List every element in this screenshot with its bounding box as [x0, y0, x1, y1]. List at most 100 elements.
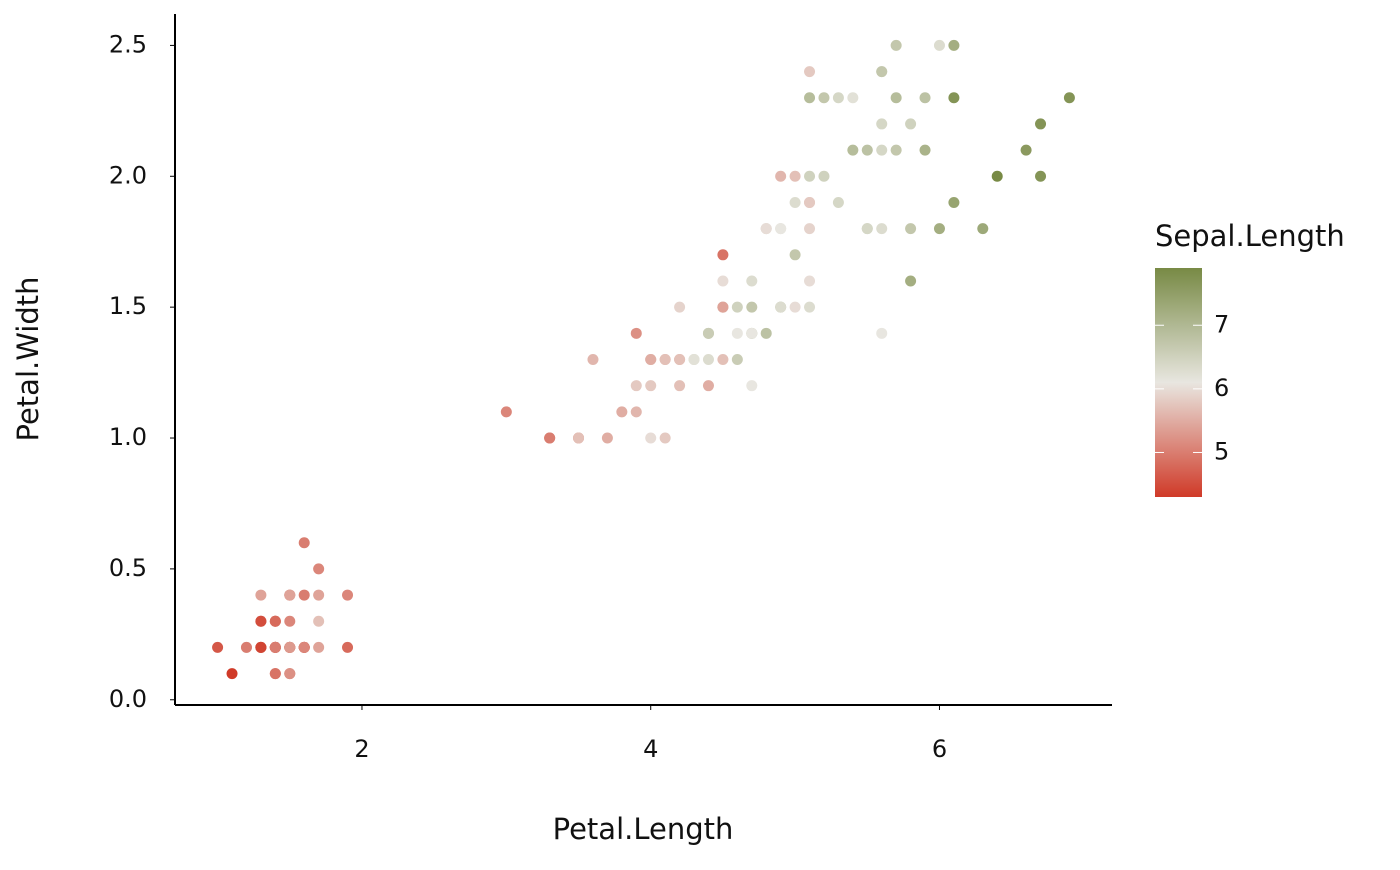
point: [717, 301, 729, 313]
point: [760, 327, 772, 339]
point: [659, 432, 671, 444]
point: [890, 144, 902, 156]
point: [269, 668, 281, 680]
colorbar-title: Sepal.Length: [1155, 219, 1345, 253]
point: [298, 537, 310, 549]
point: [313, 641, 325, 653]
point: [544, 432, 556, 444]
point: [630, 406, 642, 418]
point: [804, 92, 816, 104]
point: [284, 615, 296, 627]
point: [601, 432, 613, 444]
point: [269, 641, 281, 653]
x-axis-title: Petal.Length: [553, 812, 734, 846]
x-tick-label: 6: [932, 735, 947, 763]
y-tick-label: 0.5: [109, 554, 147, 582]
point: [313, 563, 325, 575]
point: [746, 327, 758, 339]
point: [905, 118, 917, 130]
point: [702, 327, 714, 339]
colorbar-tick-label: 7: [1214, 310, 1229, 338]
point: [702, 380, 714, 392]
point: [876, 144, 888, 156]
point: [804, 223, 816, 235]
point: [876, 327, 888, 339]
y-tick-label: 0.0: [109, 685, 147, 713]
point: [313, 589, 325, 601]
point: [616, 406, 628, 418]
point: [313, 615, 325, 627]
point: [933, 223, 945, 235]
point: [731, 301, 743, 313]
point: [342, 589, 354, 601]
point: [284, 589, 296, 601]
point: [298, 589, 310, 601]
point: [789, 196, 801, 208]
point: [255, 615, 267, 627]
point: [573, 432, 585, 444]
point: [688, 354, 700, 365]
point: [674, 301, 686, 313]
point: [746, 380, 758, 392]
point: [1063, 92, 1075, 104]
colorbar: [1155, 268, 1202, 497]
y-tick-label: 2.5: [109, 30, 147, 58]
point: [933, 39, 945, 51]
y-axis-title: Petal.Width: [11, 277, 45, 442]
point: [645, 354, 657, 365]
point: [948, 196, 960, 208]
point: [775, 170, 787, 182]
point: [746, 301, 758, 313]
x-tick-label: 2: [354, 735, 369, 763]
point: [630, 327, 642, 339]
point: [255, 641, 267, 653]
y-tick-label: 1.5: [109, 292, 147, 320]
point: [659, 354, 671, 365]
point: [342, 641, 354, 653]
point: [818, 92, 830, 104]
point: [1035, 170, 1047, 182]
colorbar-tick-label: 6: [1214, 374, 1229, 402]
point: [832, 92, 844, 104]
point: [861, 223, 873, 235]
point: [645, 380, 657, 392]
point: [587, 354, 599, 365]
x-tick-label: 4: [643, 735, 658, 763]
point: [876, 66, 888, 78]
point: [746, 275, 758, 287]
point: [255, 589, 267, 601]
point: [226, 668, 238, 680]
y-tick-label: 2.0: [109, 161, 147, 189]
point: [789, 249, 801, 261]
colorbar-tick-label: 5: [1214, 437, 1229, 465]
point: [876, 223, 888, 235]
point: [630, 380, 642, 392]
point: [500, 406, 512, 418]
point: [702, 354, 714, 365]
point: [847, 92, 859, 104]
point: [760, 223, 772, 235]
point: [212, 641, 224, 653]
point: [1035, 118, 1047, 130]
point: [804, 275, 816, 287]
point: [284, 668, 296, 680]
point: [240, 641, 252, 653]
point: [919, 92, 931, 104]
y-tick-label: 1.0: [109, 423, 147, 451]
point: [717, 275, 729, 287]
point: [731, 327, 743, 339]
point: [804, 170, 816, 182]
point: [876, 118, 888, 130]
point: [847, 144, 859, 156]
point: [948, 39, 960, 51]
point: [645, 432, 657, 444]
point: [991, 170, 1003, 182]
point: [861, 144, 873, 156]
point: [269, 615, 281, 627]
point: [804, 196, 816, 208]
point: [832, 196, 844, 208]
point: [717, 354, 729, 365]
point: [789, 170, 801, 182]
point: [717, 249, 729, 261]
